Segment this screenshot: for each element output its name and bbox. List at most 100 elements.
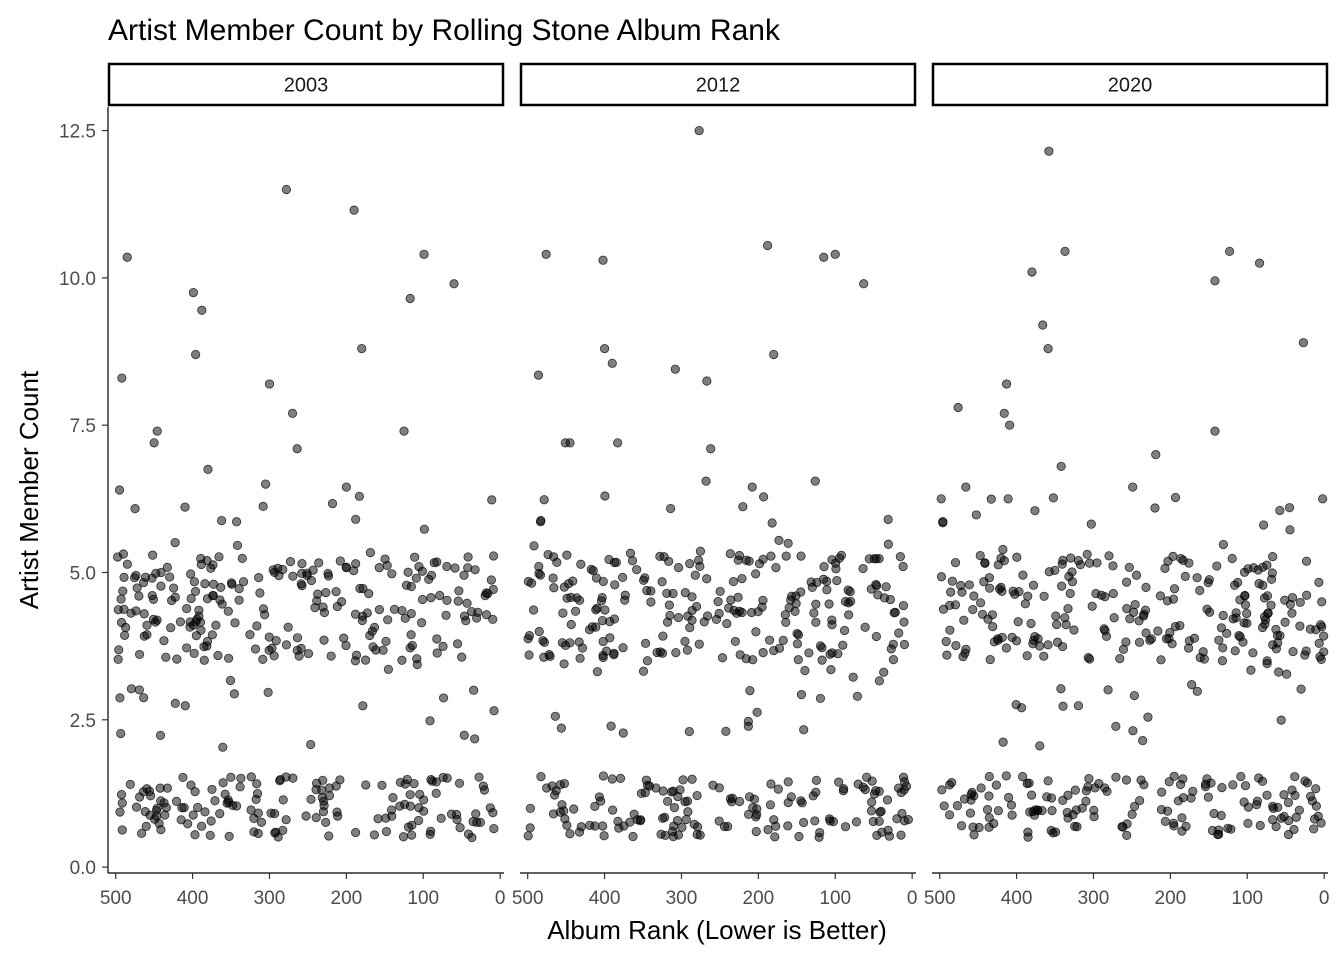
x-tick-label: 300	[666, 888, 698, 909]
scatter-point	[397, 605, 407, 616]
scatter-point	[1129, 690, 1140, 701]
scatter-point	[403, 822, 414, 832]
scatter-point	[462, 598, 472, 608]
scatter-point	[172, 654, 182, 664]
scatter-point	[114, 485, 125, 495]
scatter-point	[988, 622, 998, 632]
scatter-point	[893, 783, 904, 793]
scatter-point	[980, 558, 990, 568]
scatter-point	[866, 806, 877, 816]
scatter-point	[287, 408, 298, 418]
scatter-point	[774, 643, 785, 653]
scatter-point	[577, 643, 588, 653]
scatter-point	[1305, 791, 1316, 801]
scatter-point	[318, 775, 328, 785]
scatter-point	[1143, 712, 1153, 722]
scatter-point	[318, 807, 329, 817]
scatter-point	[599, 831, 609, 841]
scatter-point	[193, 802, 203, 813]
scatter-point	[1214, 635, 1224, 645]
scatter-point	[202, 636, 213, 647]
scatter-point	[1209, 808, 1219, 819]
scatter-point	[1075, 560, 1086, 570]
scatter-point	[699, 617, 709, 627]
scatter-point	[548, 573, 558, 583]
scatter-point	[116, 790, 127, 800]
scatter-point	[758, 648, 768, 658]
scatter-point	[400, 799, 410, 810]
y-axis-title: Artist Member Count	[14, 370, 44, 609]
scatter-point	[1039, 591, 1049, 601]
scatter-point	[711, 614, 722, 625]
scatter-point	[116, 594, 126, 604]
scatter-point	[706, 444, 716, 454]
scatter-point	[796, 551, 806, 561]
scatter-point	[218, 778, 228, 788]
x-tick-label: 200	[331, 888, 363, 909]
scatter-point	[695, 546, 706, 556]
scatter-point	[225, 675, 236, 686]
scatter-point	[600, 491, 610, 501]
scatter-point	[660, 830, 670, 841]
scatter-point	[966, 790, 976, 800]
scatter-point	[202, 556, 212, 566]
scatter-point	[790, 606, 800, 617]
x-tick-label: 0	[1319, 888, 1330, 909]
scatter-point	[1056, 684, 1066, 694]
scatter-point	[984, 771, 994, 782]
scatter-point	[411, 573, 421, 583]
scatter-point	[685, 558, 695, 569]
scatter-point	[1163, 806, 1173, 816]
scatter-point	[1108, 561, 1118, 571]
scatter-point	[380, 554, 390, 564]
scatter-point	[536, 772, 546, 782]
scatter-point	[218, 742, 228, 752]
scatter-point	[1170, 492, 1181, 503]
scatter-point	[867, 797, 877, 807]
scatter-point	[781, 617, 791, 627]
scatter-point	[436, 813, 446, 824]
scatter-point	[1168, 818, 1179, 828]
scatter-point	[223, 795, 233, 805]
scatter-point	[701, 476, 711, 486]
scatter-point	[744, 556, 754, 566]
scatter-point	[217, 515, 227, 526]
scatter-point	[747, 482, 757, 492]
scatter-point	[728, 576, 739, 587]
scatter-point	[825, 816, 835, 826]
scatter-point	[1258, 622, 1268, 633]
scatter-point	[946, 587, 956, 597]
scatter-point	[879, 667, 889, 677]
scatter-point	[597, 615, 608, 626]
scatter-point	[834, 777, 844, 787]
scatter-point	[1266, 600, 1276, 610]
scatter-point	[178, 772, 188, 783]
scatter-point	[1287, 785, 1297, 795]
scatter-point	[938, 517, 948, 527]
scatter-point	[1023, 832, 1033, 842]
scatter-point	[993, 806, 1003, 816]
scatter-point	[1071, 805, 1081, 815]
scatter-point	[405, 790, 415, 800]
scatter-point	[371, 645, 381, 655]
scatter-point	[281, 815, 291, 825]
scatter-point	[594, 792, 605, 802]
scatter-point	[667, 826, 678, 837]
scatter-point	[1118, 644, 1129, 655]
scatter-point	[646, 597, 656, 607]
scatter-point	[215, 809, 225, 819]
scatter-point	[1117, 822, 1127, 832]
x-tick-label: 500	[512, 888, 544, 909]
scatter-point	[944, 810, 955, 820]
scatter-point	[888, 654, 899, 665]
scatter-point	[1087, 601, 1097, 611]
scatter-point	[270, 809, 280, 819]
scatter-point	[351, 514, 361, 524]
scatter-point	[968, 822, 978, 832]
scatter-point	[450, 563, 460, 573]
scatter-point	[412, 654, 422, 664]
scatter-point	[899, 816, 910, 826]
scatter-point	[311, 813, 321, 823]
scatter-point	[381, 826, 392, 837]
scatter-point	[1287, 608, 1297, 618]
